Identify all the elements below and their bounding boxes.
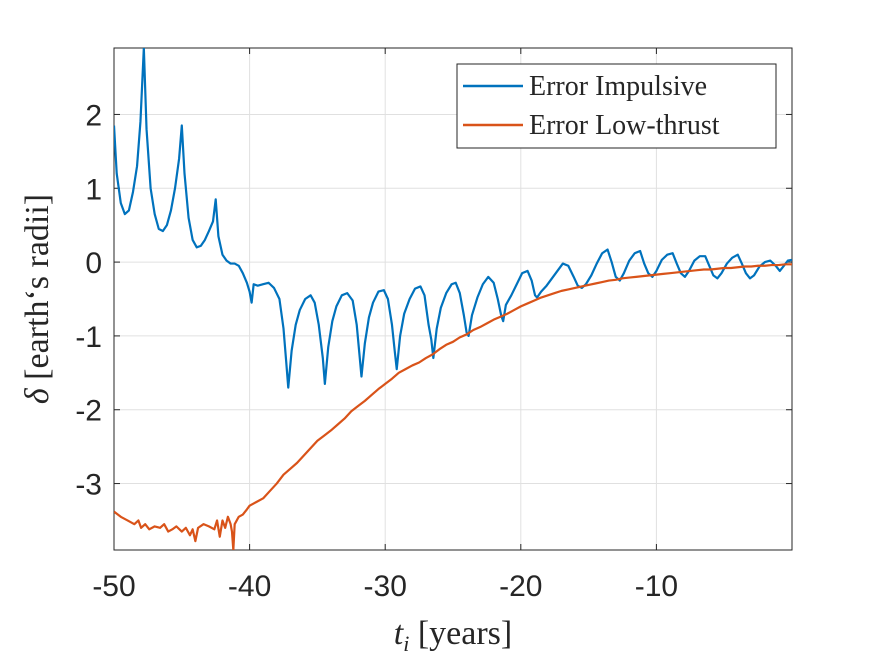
x-tick-label: -30 [364, 570, 407, 603]
x-tick-label: -40 [228, 570, 271, 603]
series-line-error-impulsive [114, 48, 792, 389]
x-tick-label: -50 [92, 570, 135, 603]
x-axis-label-unit: [years] [409, 615, 512, 652]
y-tick-label: -1 [75, 321, 102, 354]
series-line-error-low-thrust [114, 263, 792, 550]
series-layer [114, 48, 792, 550]
axis-ticks [113, 48, 792, 550]
legend-box [456, 63, 777, 149]
y-tick-label: 1 [85, 173, 102, 206]
x-axis-label-subscript: i [403, 631, 409, 656]
x-tick-labels: -50 -40 -30 -20 -10 [92, 570, 678, 603]
y-tick-label: -3 [75, 469, 102, 502]
legend-label-error-low-thrust: Error Low-thrust [529, 110, 720, 141]
y-tick-label: 0 [85, 247, 102, 280]
x-tick-label: -10 [635, 570, 678, 603]
y-tick-label: 2 [85, 99, 102, 132]
y-tick-label: -2 [75, 395, 102, 428]
legend: Error Impulsive Error Low-thrust [456, 63, 777, 149]
x-axis-label-symbol: t [394, 615, 405, 652]
legend-label-error-impulsive: Error Impulsive [529, 71, 707, 102]
y-axis-label-unit: [earth‘s radii] [19, 194, 56, 388]
y-axis-label: δ [earth‘s radii] [19, 194, 56, 404]
y-tick-labels: -3 -2 -1 0 1 2 [75, 99, 102, 501]
x-axis-label: ti [years] [394, 615, 512, 656]
x-tick-label: -20 [499, 570, 542, 603]
y-axis-label-symbol: δ [19, 387, 56, 404]
plot-area-border [113, 47, 793, 551]
